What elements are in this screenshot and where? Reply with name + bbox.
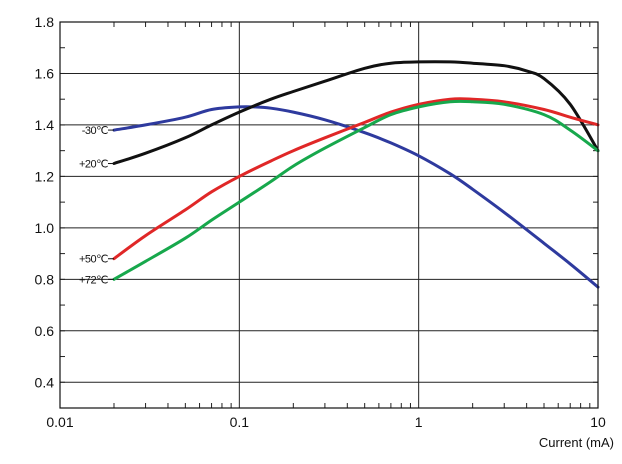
series-label: +20℃ <box>79 159 108 171</box>
y-tick-label: 1.8 <box>35 14 55 30</box>
x-axis-title: Current (mA) <box>539 435 614 450</box>
plot-frame <box>59 21 599 409</box>
x-tick-label: 0.01 <box>46 414 73 430</box>
series-line <box>112 60 600 165</box>
series-line <box>112 105 600 289</box>
y-tick-label: 0.6 <box>35 323 55 339</box>
series-label: +72℃ <box>79 274 108 286</box>
x-tick-label: 0.1 <box>230 414 250 430</box>
y-tick-label: 1.2 <box>35 168 55 184</box>
y-tick-label: 1.4 <box>35 117 55 133</box>
label-layer: -30℃ +20℃ +50℃ +72℃ <box>79 125 114 286</box>
series-line <box>112 99 600 281</box>
series-label: -30℃ <box>82 125 108 137</box>
y-tick-label: 1.6 <box>35 65 55 81</box>
y-tick-label: 1.0 <box>35 220 55 236</box>
series-line <box>112 97 600 261</box>
x-tick-label: 10 <box>590 414 606 430</box>
x-tick-label: 1 <box>415 414 423 430</box>
series-label: +50℃ <box>79 254 108 266</box>
series-layer <box>112 60 600 289</box>
tick-layer: 0.4 0.6 0.8 1.0 1.2 1.4 1.6 1.8 0.01 0.1 1 10 <box>35 14 606 430</box>
y-tick-label: 0.4 <box>35 374 55 390</box>
y-tick-label: 0.8 <box>35 271 55 287</box>
